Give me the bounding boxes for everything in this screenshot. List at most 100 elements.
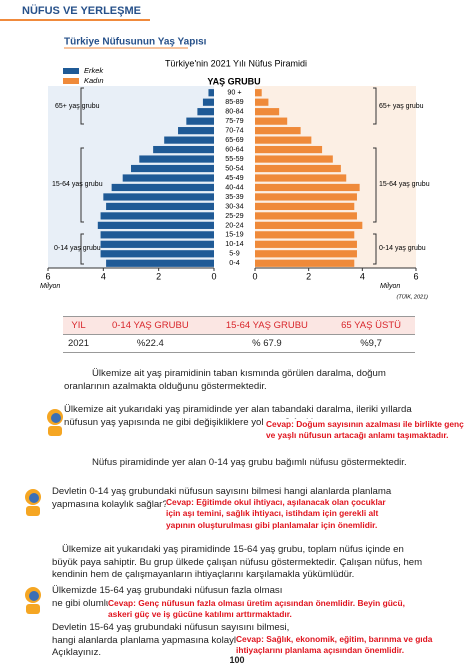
bar [186, 117, 214, 125]
paragraph: Ülkemize ait yukarıdaki yaş piramidinde … [52, 544, 423, 581]
question-icon [25, 489, 41, 516]
bar [255, 183, 360, 192]
bar [164, 136, 214, 144]
bracket [373, 147, 377, 223]
summary-table: YIL 0-14 YAŞ GRUBU 15-64 YAŞ GRUBU 65 YA… [63, 316, 415, 353]
annotation: 15-64 yaş grubu [379, 181, 430, 188]
bar [255, 164, 341, 173]
table-row: 2021 %22.4 % 67.9 %9,7 [63, 334, 415, 353]
legend-label: Kadın [84, 76, 104, 85]
legend-swatch [63, 78, 79, 84]
cell: %9,7 [327, 334, 415, 353]
header-cell: 65 YAŞ ÜSTÜ [327, 316, 415, 335]
bar [255, 212, 357, 220]
chart: NÜFUS VE YERLEŞME Türkiye Nüfusunun Yaş … [0, 4, 430, 300]
bar [197, 108, 214, 116]
chart-title: Türkiye'nin 2021 Yılı Nüfus Piramidi [165, 58, 307, 68]
bar [100, 212, 214, 220]
x-tick-label: 0 [211, 271, 216, 281]
x-label: Milyon [380, 283, 400, 290]
paragraph: Ülkemize ait yaş piramidinin taban kısmı… [64, 368, 386, 392]
category-label: 70-74 [225, 126, 243, 135]
category-label: 45-49 [225, 173, 243, 182]
bar [97, 221, 214, 229]
header-cell: 0-14 YAŞ GRUBU [94, 316, 207, 335]
cell: %22.4 [94, 334, 207, 353]
bracket [373, 233, 377, 265]
x-tick-label: 2 [156, 271, 161, 281]
bar [178, 127, 214, 135]
x-tick-label: 0 [252, 271, 257, 281]
bar [106, 259, 214, 267]
question-icon [25, 587, 41, 614]
category-label: 65-69 [225, 135, 243, 144]
table-header: YIL 0-14 YAŞ GRUBU 15-64 YAŞ GRUBU 65 YA… [63, 316, 415, 335]
bracket [373, 87, 377, 125]
x-label: Milyon [40, 283, 60, 290]
legend-label: Erkek [84, 66, 104, 75]
bar [100, 240, 214, 248]
page-number: 100 [229, 655, 245, 665]
bar [255, 117, 288, 125]
paragraph: Nüfus piramidinde yer alan 0-14 yaş grub… [92, 457, 407, 468]
source: (TÜİK, 2021) [397, 293, 429, 300]
category-label: 25-29 [225, 211, 243, 220]
legend-swatch [63, 68, 79, 74]
category-label: 50-54 [225, 163, 243, 172]
category-label: 35-39 [225, 192, 243, 201]
bar [122, 174, 214, 182]
bar [202, 98, 214, 106]
bar [106, 202, 214, 211]
x-tick-label: 6 [413, 271, 418, 281]
annotation: 65+ yaş grubu [379, 103, 424, 110]
bracket [80, 87, 84, 125]
bar [255, 136, 312, 144]
section-title: Türkiye Nüfusunun Yaş Yapısı [64, 37, 207, 48]
question: Devletin 15-64 yaş grubundaki nüfusun sa… [52, 622, 290, 659]
bar [255, 145, 323, 154]
bar [208, 89, 214, 97]
bracket [80, 233, 84, 265]
category-label: 10-14 [225, 239, 243, 248]
bar [255, 108, 280, 116]
bar [255, 231, 355, 239]
category-label: 40-44 [225, 182, 243, 191]
category-label: 0-4 [229, 258, 239, 267]
bar [139, 155, 214, 163]
bar [131, 164, 214, 173]
category-label: 30-34 [225, 201, 243, 210]
question: Ülkemize ait yukarıdaki yaş piramidinde … [64, 404, 412, 428]
header-cell: 15-64 YAŞ GRUBU [206, 316, 328, 335]
bar [103, 193, 214, 201]
category-label: 15-19 [225, 230, 243, 239]
category-label: 5-9 [229, 249, 239, 258]
bar [255, 89, 262, 97]
bar [255, 127, 301, 135]
bar [100, 250, 214, 258]
annotation: 15-64 yaş grubu [52, 181, 103, 188]
annotation: 0-14 yaş grubu [54, 245, 101, 252]
x-tick-label: 6 [45, 271, 50, 281]
answer: Cevap: Doğum sayısının azalması ile birl… [266, 419, 472, 442]
answer: Cevap: Sağlık, ekonomik, eğitim, barınma… [236, 634, 466, 657]
category-label: 55-59 [225, 154, 243, 163]
x-tick-label: 4 [101, 271, 106, 281]
header-cell: YIL [63, 316, 95, 335]
cell: 2021 [63, 334, 95, 353]
brackets [80, 87, 377, 265]
bar [255, 202, 355, 211]
answer: Cevap: Eğitimde okul ihtiyacı, aşılanaca… [166, 497, 390, 532]
bar [255, 250, 357, 258]
annotation: 0-14 yaş grubu [379, 245, 426, 252]
bar [255, 240, 357, 248]
category-label: 20-24 [225, 220, 243, 229]
answer: Cevap: Genç nüfusun fazla olması üretim … [108, 598, 408, 621]
x-tick-label: 2 [306, 271, 311, 281]
bar [100, 231, 214, 239]
bar [255, 259, 355, 267]
category-axis-label: YAŞ GRUBU [207, 76, 260, 86]
bar [255, 193, 357, 201]
bar [255, 98, 269, 106]
bar [153, 145, 214, 154]
bar [255, 221, 363, 229]
